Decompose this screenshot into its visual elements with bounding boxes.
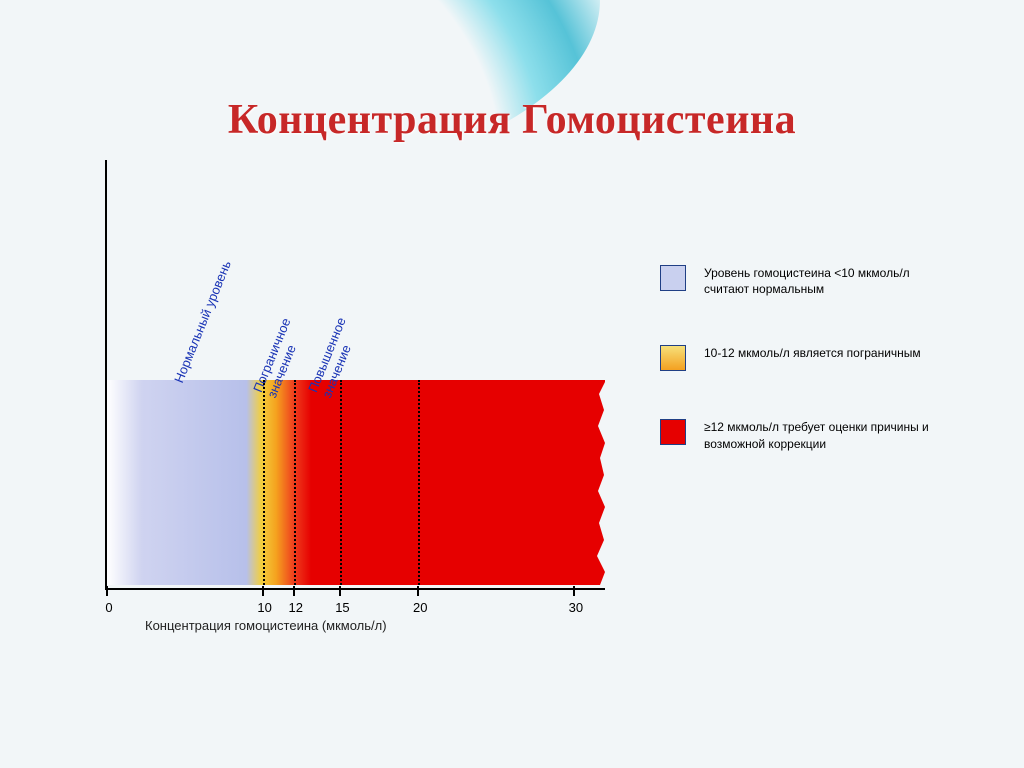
legend-text: Уровень гомоцистеина <10 мкмоль/л считаю… bbox=[704, 265, 944, 297]
guide-line bbox=[263, 380, 265, 585]
x-tick: 20 bbox=[418, 586, 419, 596]
jagged-edge-mask bbox=[596, 380, 606, 585]
x-tick: 15 bbox=[340, 586, 341, 596]
guide-line bbox=[418, 380, 420, 585]
legend-swatch bbox=[660, 345, 686, 371]
x-axis-label: Концентрация гомоцистеина (мкмоль/л) bbox=[145, 618, 387, 633]
x-tick-label: 10 bbox=[251, 600, 279, 615]
legend-item: ≥12 мкмоль/л требует оценки причины и во… bbox=[660, 419, 980, 451]
x-tick: 30 bbox=[574, 586, 575, 596]
legend-text: 10-12 мкмоль/л является пограничным bbox=[704, 345, 921, 361]
legend-swatch bbox=[660, 265, 686, 291]
page-title: Концентрация Гомоцистеина bbox=[0, 96, 1024, 144]
legend-item: 10-12 мкмоль/л является пограничным bbox=[660, 345, 980, 371]
x-axis bbox=[105, 588, 605, 590]
legend-swatch bbox=[660, 419, 686, 445]
x-tick-label: 15 bbox=[328, 600, 356, 615]
x-tick: 10 bbox=[263, 586, 264, 596]
guide-line bbox=[340, 380, 342, 585]
bar-fill bbox=[107, 380, 605, 585]
x-tick-label: 0 bbox=[95, 600, 123, 615]
legend-text: ≥12 мкмоль/л требует оценки причины и во… bbox=[704, 419, 944, 451]
x-tick: 12 bbox=[294, 586, 295, 596]
x-tick-label: 30 bbox=[562, 600, 590, 615]
bar-area bbox=[107, 380, 605, 585]
region-label: Нормальный уровень bbox=[171, 258, 234, 385]
x-tick-label: 12 bbox=[282, 600, 310, 615]
legend-item: Уровень гомоцистеина <10 мкмоль/л считаю… bbox=[660, 265, 980, 297]
x-tick-label: 20 bbox=[406, 600, 434, 615]
legend: Уровень гомоцистеина <10 мкмоль/л считаю… bbox=[660, 265, 980, 500]
concentration-chart: 01012152030 Концентрация гомоцистеина (м… bbox=[105, 160, 605, 620]
x-tick: 0 bbox=[107, 586, 108, 596]
guide-line bbox=[294, 380, 296, 585]
